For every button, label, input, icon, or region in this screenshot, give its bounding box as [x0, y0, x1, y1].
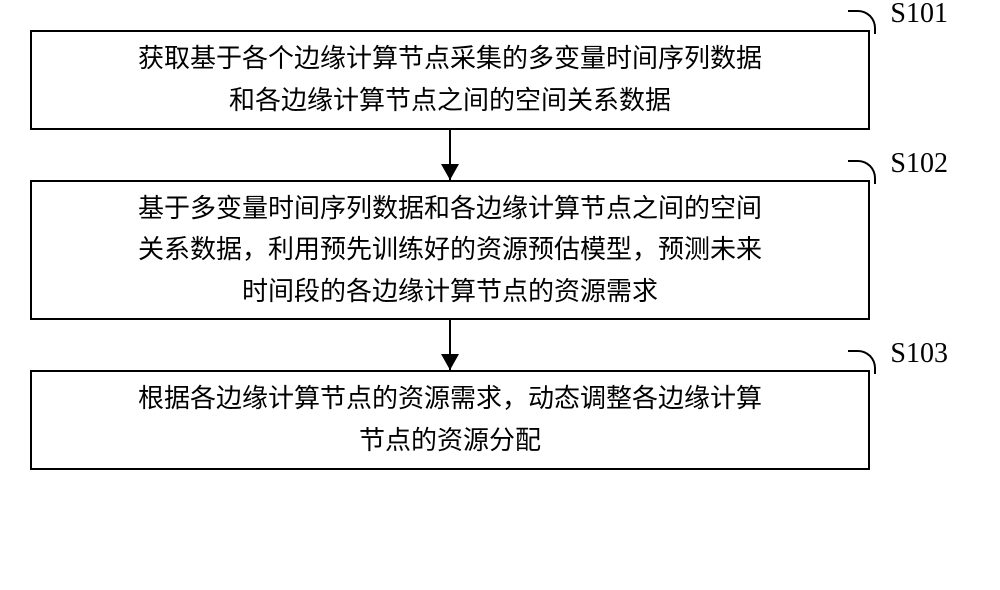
label-connector-s103 [848, 350, 876, 374]
step-box-s102: 基于多变量时间序列数据和各边缘计算节点之间的空间 关系数据，利用预先训练好的资源… [30, 180, 870, 320]
step-s101-line1: 获取基于各个边缘计算节点采集的多变量时间序列数据 [138, 44, 762, 73]
arrow-head-icon [441, 164, 459, 180]
step-label-s102: S102 [890, 148, 948, 180]
arrow-s101-s102 [30, 130, 870, 180]
step-s101-line2: 和各边缘计算节点之间的空间关系数据 [229, 86, 671, 115]
step-box-s103: 根据各边缘计算节点的资源需求，动态调整各边缘计算 节点的资源分配 S103 [30, 370, 870, 470]
label-connector-s102 [848, 160, 876, 184]
arrow-head-icon [441, 354, 459, 370]
step-s102-line1: 基于多变量时间序列数据和各边缘计算节点之间的空间 [138, 194, 762, 223]
step-text-s103: 根据各边缘计算节点的资源需求，动态调整各边缘计算 节点的资源分配 [138, 378, 762, 461]
step-text-s101: 获取基于各个边缘计算节点采集的多变量时间序列数据 和各边缘计算节点之间的空间关系… [138, 38, 762, 121]
step-label-s103: S103 [890, 338, 948, 370]
arrow-s102-s103 [30, 320, 870, 370]
step-label-s101: S101 [890, 0, 948, 30]
step-text-s102: 基于多变量时间序列数据和各边缘计算节点之间的空间 关系数据，利用预先训练好的资源… [138, 188, 762, 313]
step-box-s101: 获取基于各个边缘计算节点采集的多变量时间序列数据 和各边缘计算节点之间的空间关系… [30, 30, 870, 130]
step-s102-line2: 关系数据，利用预先训练好的资源预估模型，预测未来 [138, 235, 762, 264]
flowchart-container: 获取基于各个边缘计算节点采集的多变量时间序列数据 和各边缘计算节点之间的空间关系… [30, 30, 970, 470]
step-s102-line3: 时间段的各边缘计算节点的资源需求 [242, 277, 658, 306]
step-s103-line1: 根据各边缘计算节点的资源需求，动态调整各边缘计算 [138, 384, 762, 413]
label-connector-s101 [848, 10, 876, 34]
step-s103-line2: 节点的资源分配 [359, 426, 541, 455]
